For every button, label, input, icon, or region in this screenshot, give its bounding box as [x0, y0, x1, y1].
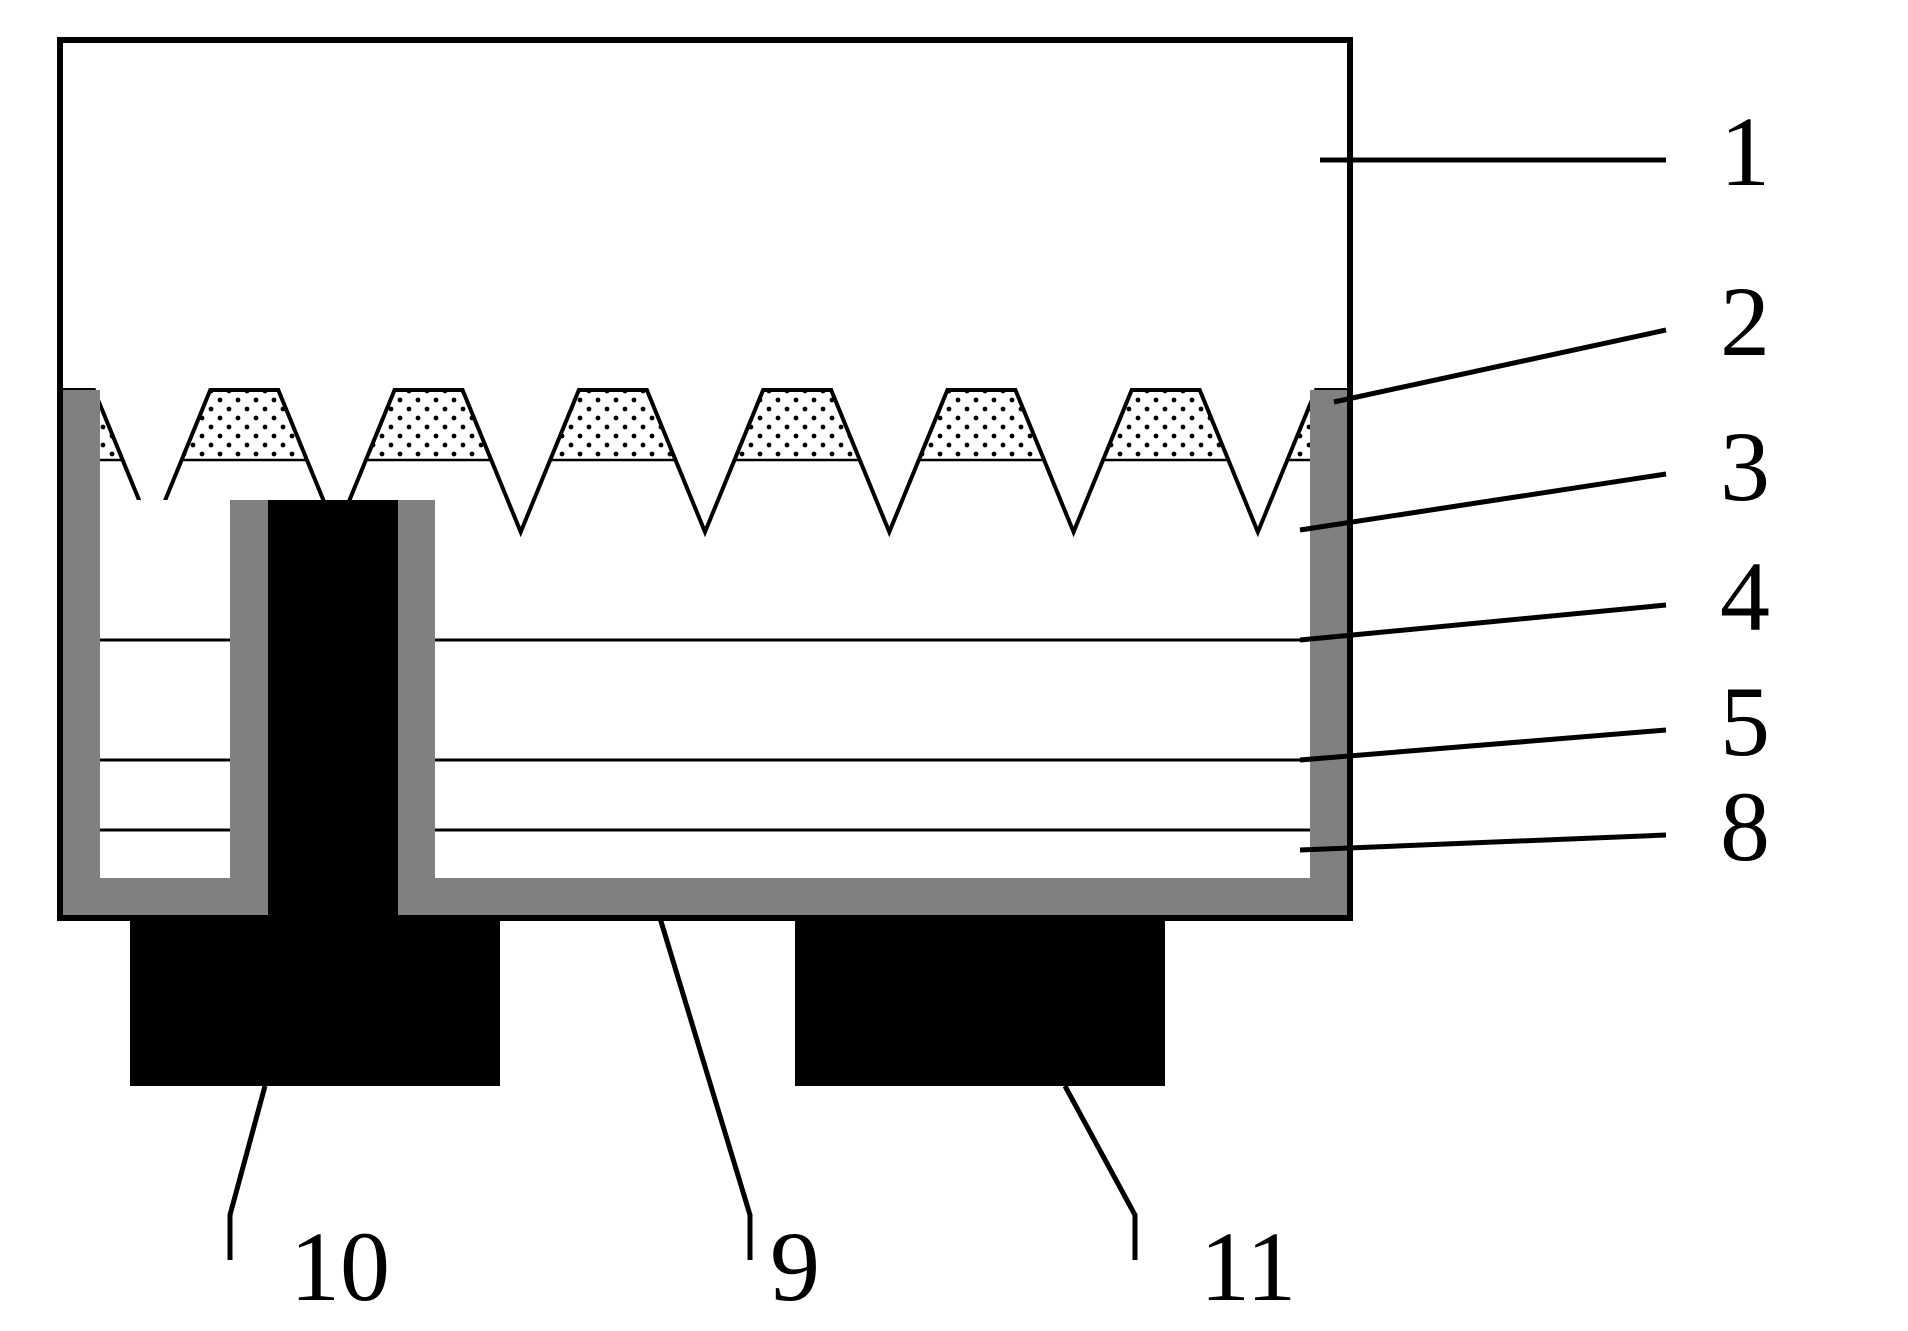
pillar-black-core: [268, 500, 398, 915]
electrode-right: [795, 915, 1165, 1086]
pillar-gray-right: [398, 500, 435, 878]
label-5: 5: [1720, 666, 1770, 777]
label-8: 8: [1720, 771, 1770, 882]
label-10: 10: [290, 1211, 390, 1322]
label-3: 3: [1720, 411, 1770, 522]
gray-bottom-layer: [63, 878, 1347, 915]
gray-sidewall-right: [1310, 390, 1347, 918]
pillar-gray-left: [230, 500, 268, 878]
label-9: 9: [770, 1211, 820, 1322]
gray-sidewall-left: [63, 390, 100, 918]
label-4: 4: [1720, 541, 1770, 652]
label-11: 11: [1200, 1211, 1296, 1322]
left-cavity-white: [100, 500, 230, 878]
electrode-left: [130, 915, 500, 1086]
label-2: 2: [1720, 266, 1770, 377]
label-1: 1: [1720, 96, 1770, 207]
